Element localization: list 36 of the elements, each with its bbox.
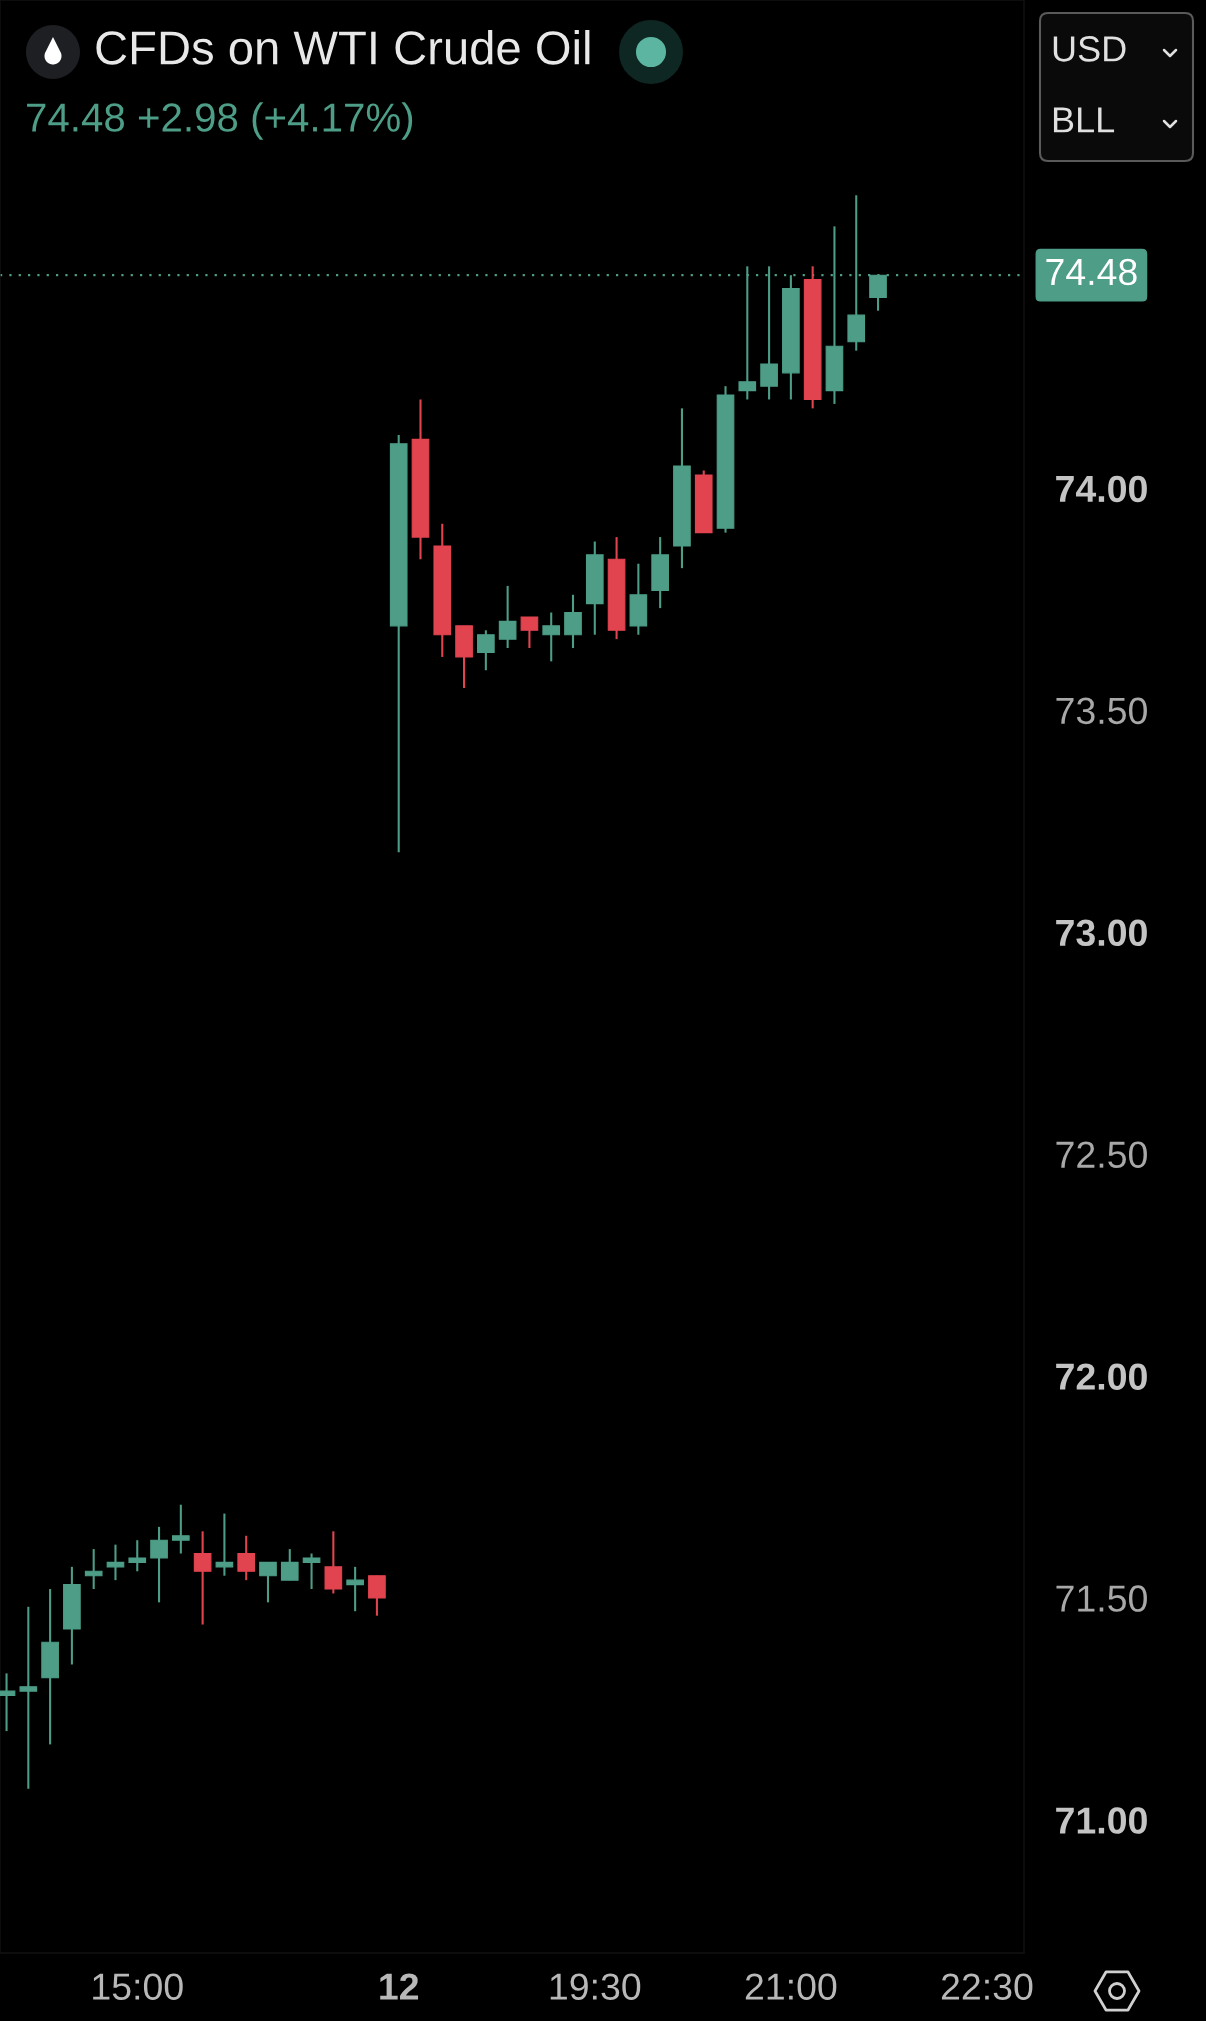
y-tick-label: 74.00 <box>1056 475 1147 503</box>
candlestick <box>346 1565 364 1613</box>
candlestick <box>19 1605 38 1790</box>
y-tick-label: 73.50 <box>1056 697 1147 725</box>
candlestick <box>128 1539 147 1573</box>
x-tick-label: 21:00 <box>745 1973 837 2000</box>
x-tick-label: 19:30 <box>550 1973 641 2000</box>
candlestick <box>150 1525 168 1604</box>
candlestick <box>368 1574 386 1617</box>
candlestick <box>520 615 539 650</box>
candlestick <box>84 1548 103 1591</box>
y-tick-label: 71.00 <box>1056 1807 1147 1834</box>
candlestick <box>542 611 561 663</box>
text: 74.48 +2.98 (+4.17%) <box>27 102 413 140</box>
candlestick <box>171 1503 190 1555</box>
candlestick <box>215 1512 234 1577</box>
candlestick <box>498 584 517 650</box>
y-tick-label: 72.50 <box>1056 1141 1147 1168</box>
candlestick <box>302 1552 321 1591</box>
y-tick-label: 72.00 <box>1056 1363 1147 1390</box>
candlestick <box>324 1530 343 1595</box>
x-tick-label: 12 <box>380 1973 419 2000</box>
candlestick <box>280 1548 299 1582</box>
x-tick-label: 15:00 <box>93 1973 183 2000</box>
ref-line-label: 74.48 <box>1046 258 1137 286</box>
text: CFDs on WTI Crude Oil <box>96 29 590 65</box>
candlestick <box>564 593 582 650</box>
y-tick-label: 73.00 <box>1056 919 1147 947</box>
text: BLL <box>1053 107 1115 133</box>
text: USD <box>1053 36 1126 62</box>
candlestick <box>259 1561 277 1604</box>
candlestick <box>193 1530 212 1626</box>
y-tick-label: 71.50 <box>1056 1585 1147 1612</box>
candlestick <box>477 629 495 672</box>
candlestick <box>237 1534 256 1582</box>
x-tick-label: 22:30 <box>941 1973 1033 2000</box>
